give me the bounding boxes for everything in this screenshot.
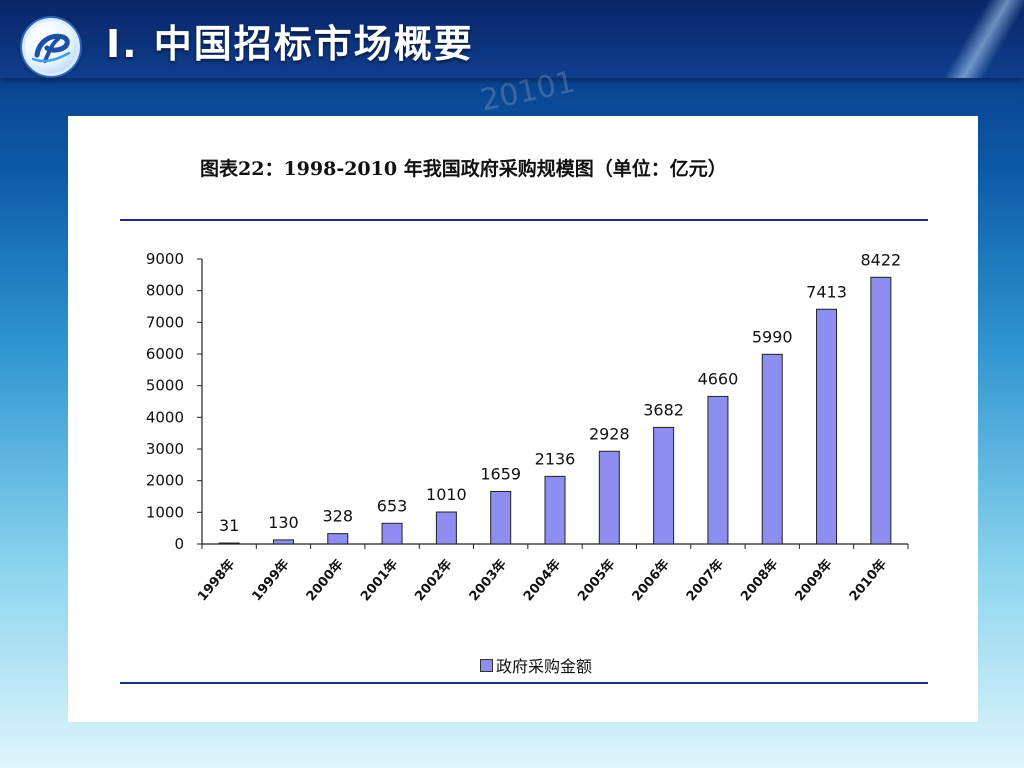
bar	[816, 308, 838, 545]
legend-label: 政府采购金额	[496, 657, 593, 676]
bar	[707, 395, 729, 545]
y-tick-label: 6000	[146, 345, 184, 363]
bar-chart: 0 1000 2000 3000 4000 5000 6000 7000 8000 9000 31 1…	[146, 250, 909, 604]
x-tick-label: 2002年	[412, 556, 456, 604]
bar-data-label: 2928	[589, 424, 630, 443]
bar	[435, 511, 457, 545]
bar	[544, 475, 566, 545]
legend-swatch	[480, 658, 493, 672]
bar	[272, 539, 294, 545]
y-tick-label: 0	[174, 535, 184, 553]
bar-data-label: 3682	[643, 400, 684, 419]
bar	[870, 276, 892, 545]
bar-data-label: 7413	[806, 282, 847, 301]
x-tick-label: 2003年	[466, 556, 510, 604]
bar-data-label: 1659	[480, 464, 521, 483]
x-tick-label: 1999年	[249, 556, 293, 604]
bar-data-label: 653	[377, 496, 408, 515]
x-tick-label: 2001年	[357, 556, 401, 604]
header-bar: Ⅰ. 中国招标市场概要	[0, 0, 1024, 78]
y-tick-label: 4000	[146, 408, 184, 426]
y-tick-label: 1000	[146, 503, 184, 521]
slide-title: Ⅰ. 中国招标市场概要	[106, 22, 474, 66]
bar	[490, 490, 512, 545]
bar-data-label: 328	[322, 507, 353, 526]
bar	[381, 522, 403, 545]
x-tick-label: 2004年	[520, 556, 564, 604]
bar	[761, 353, 783, 545]
bar	[653, 426, 675, 545]
bar-data-label: 8422	[860, 250, 901, 269]
bar-data-label: 2136	[535, 449, 576, 468]
bar	[218, 542, 240, 545]
bar-data-label: 1010	[426, 485, 467, 504]
bar-data-label: 130	[268, 513, 299, 532]
bar-data-label: 31	[219, 516, 239, 535]
bar	[327, 533, 349, 545]
logo	[22, 18, 80, 76]
top-rule	[120, 219, 928, 221]
x-tick-label: 2007年	[683, 556, 727, 604]
y-tick-label: 5000	[146, 377, 184, 395]
chart-title: 图表22：1998-2010 年我国政府采购规模图（单位：亿元）	[200, 158, 727, 180]
x-tick-label: 2005年	[574, 556, 618, 604]
logo-icon	[31, 33, 71, 63]
y-tick-label: 2000	[146, 472, 184, 490]
x-tick-label: 2006年	[629, 556, 673, 604]
x-tick-label: 2008年	[737, 556, 781, 604]
bar-data-label: 5990	[752, 327, 793, 346]
bar	[598, 450, 620, 545]
chart-panel: 图表22：1998-2010 年我国政府采购规模图（单位：亿元） 0 1000 20…	[68, 116, 978, 722]
y-tick-label: 8000	[146, 282, 184, 300]
x-tick-label: 2000年	[303, 556, 347, 604]
bar-data-label: 4660	[698, 369, 739, 388]
x-tick-label: 1998年	[194, 556, 238, 604]
y-tick-label: 3000	[146, 440, 184, 458]
y-tick-label: 7000	[146, 313, 184, 331]
bottom-rule	[120, 682, 928, 684]
x-tick-label: 2009年	[792, 556, 836, 604]
chart-legend: 政府采购金额	[480, 653, 592, 677]
y-tick-label: 9000	[146, 250, 184, 268]
x-tick-label: 2010年	[846, 556, 890, 604]
